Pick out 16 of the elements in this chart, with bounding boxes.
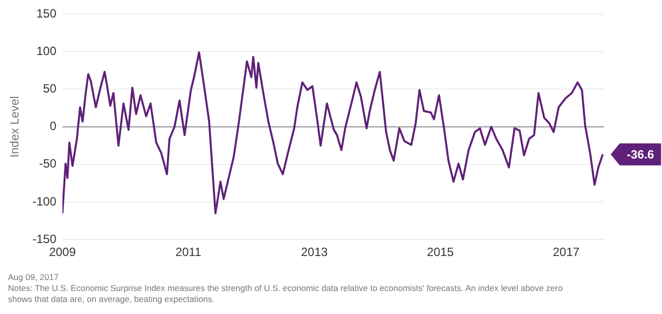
- y-tick-label: 150: [36, 6, 57, 20]
- x-tick-label: 2015: [426, 245, 454, 260]
- y-tick-label: 0: [50, 119, 57, 134]
- y-tick-label: 50: [43, 82, 57, 96]
- x-tick-label: 2013: [300, 245, 328, 260]
- x-tick-label: 2011: [175, 245, 202, 260]
- y-tick-label: 100: [36, 44, 57, 58]
- text: Aug 09, 2017: [8, 272, 60, 283]
- y-tick-label: -100: [32, 194, 57, 208]
- y-tick-label: -50: [39, 156, 57, 171]
- y-axis-title: Index Level: [8, 96, 22, 158]
- annotation: -36.6: [626, 148, 654, 162]
- x-tick-label: 2009: [49, 245, 76, 260]
- y-tick-label: -150: [32, 232, 57, 246]
- text: Notes: The U.S. Economic Surprise Index measures the strength of U.S. economic data relative to economists' forecasts. An index level above zero shows that data are, on average, beating expectations.: [8, 283, 564, 305]
- x-tick-label: 2017: [552, 245, 580, 260]
